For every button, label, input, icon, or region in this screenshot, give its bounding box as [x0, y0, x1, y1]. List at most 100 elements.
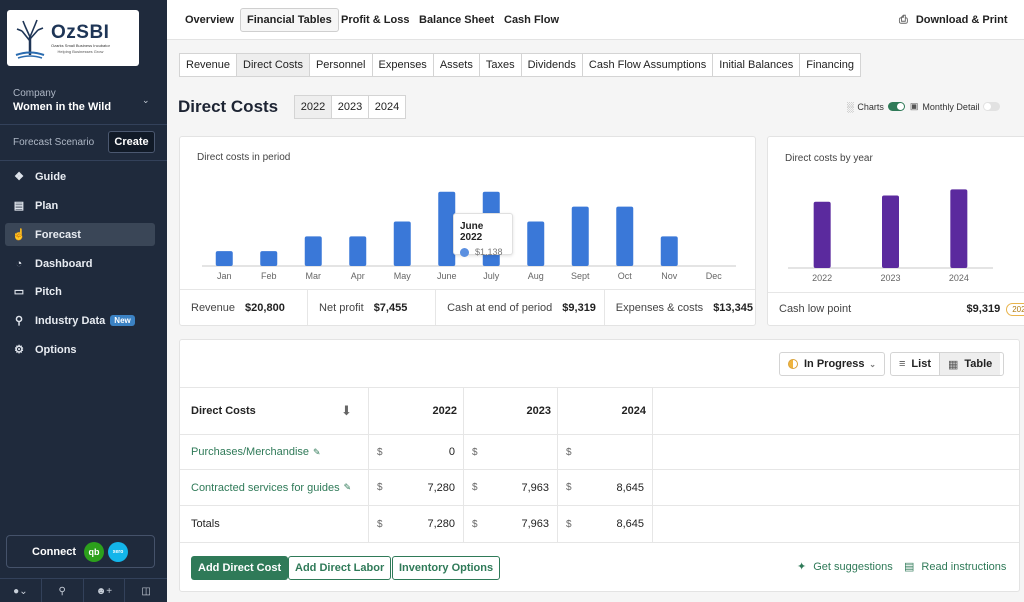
xero-icon[interactable]: xero [108, 542, 128, 562]
bar-2023 [882, 195, 899, 268]
row-label-link[interactable]: Contracted services for guides ✎ [191, 470, 351, 505]
table-view-button[interactable]: ▦ Table [938, 353, 1001, 375]
tab-revenue[interactable]: Revenue [179, 53, 238, 77]
stat-value: $9,319 [562, 301, 596, 314]
tab-initial-balances[interactable]: Initial Balances [712, 53, 801, 77]
tab-expenses[interactable]: Expenses [371, 53, 434, 77]
main-content: Revenue Direct Costs Personnel Expenses … [167, 40, 1024, 602]
year-tab-2022[interactable]: 2022 [294, 95, 332, 119]
top-navigation: Overview Financial Tables Profit & Loss … [167, 0, 1024, 40]
topnav-financial-tables[interactable]: Financial Tables [240, 8, 339, 32]
year-tab-2024[interactable]: 2024 [368, 95, 406, 119]
sidebar-item-plan[interactable]: ▤ Plan [5, 194, 155, 217]
year-chart-title: Direct costs by year [785, 153, 873, 164]
sidebar-item-pitch[interactable]: ▭ Pitch [5, 280, 155, 303]
download-print-button[interactable]: ⎙ Download & Print [899, 8, 1007, 32]
sidebar-item-guide[interactable]: ❖ Guide [5, 165, 155, 188]
person-walking-icon: ❖ [14, 171, 24, 183]
stat-value: $7,455 [373, 301, 408, 314]
topnav-overview[interactable]: Overview [185, 14, 234, 26]
status-dropdown[interactable]: In Progress ⌄ [779, 352, 885, 376]
tab-personnel[interactable]: Personnel [308, 53, 373, 77]
logo-subtitle: Ozarks Small Business Incubator [51, 42, 110, 48]
column-divider [652, 387, 653, 543]
row-label: Contracted services for guides [191, 481, 340, 494]
tab-assets[interactable]: Assets [432, 53, 480, 77]
currency-symbol: $ [377, 446, 383, 458]
bar-oct [616, 206, 634, 266]
view-toggles: ░ Charts ▣ Monthly Detail [847, 101, 1005, 112]
tree-logo-icon [15, 19, 45, 59]
currency-symbol: $ [472, 518, 478, 530]
topnav-balance-sheet[interactable]: Balance Sheet [419, 14, 495, 26]
table-icon: ▦ [947, 358, 959, 371]
read-instructions-link[interactable]: ▤ Read instructions [904, 560, 1006, 574]
magnifier-icon: ⚲ [14, 315, 24, 327]
search-icon[interactable]: ⚲ [42, 579, 84, 602]
bar-june [438, 191, 456, 266]
collapse-sidebar-icon[interactable]: ◫ [141, 585, 151, 597]
quickbooks-icon[interactable]: qb [84, 542, 104, 562]
divider [0, 160, 167, 161]
sidebar-item-industry-data[interactable]: ⚲ Industry Data New [5, 309, 155, 332]
row-label-link[interactable]: Purchases/Merchandise ✎ [191, 435, 321, 469]
company-name[interactable]: Women in the Wild [13, 101, 112, 113]
totals-cell: 8,645 [616, 518, 644, 530]
cash-low-label: Cash low point [779, 303, 852, 315]
tab-taxes[interactable]: Taxes [478, 53, 522, 77]
tab-financing[interactable]: Financing [799, 53, 861, 77]
table-cell[interactable] [579, 435, 644, 469]
user-avatar-icon[interactable]: ●⌄ [0, 579, 42, 602]
cash-low-year-badge: 2022 [1006, 302, 1024, 316]
sidebar: OzSBI Ozarks Small Business Incubator He… [0, 0, 167, 602]
get-suggestions-link[interactable]: ✦ Get suggestions [797, 560, 893, 574]
header-year-2023: 2023 [526, 405, 551, 417]
download-icon[interactable]: ⬇ [341, 403, 352, 418]
tab-direct-costs[interactable]: Direct Costs [236, 53, 310, 77]
stat-net-profit: Net profit $7,455 [308, 290, 437, 325]
tab-dividends[interactable]: Dividends [520, 53, 583, 77]
table-cell[interactable]: 7,280 [427, 481, 455, 494]
monthly-detail-toggle[interactable] [983, 102, 1001, 111]
currency-symbol: $ [566, 482, 572, 493]
sidebar-item-forecast[interactable]: ☝ Forecast [5, 223, 155, 246]
bar-mar [304, 236, 322, 266]
stat-cash-end: Cash at end of period $9,319 [436, 290, 605, 325]
logo-tagline: Helping Businesses Grow [57, 48, 104, 54]
year-tab-2023[interactable]: 2023 [331, 95, 369, 119]
year-chart-card: Direct costs by year 2022 2023 2024 Cash l… [767, 136, 1024, 326]
totals-cell: 7,280 [427, 518, 455, 530]
add-user-icon[interactable]: ☻+ [84, 579, 126, 602]
topnav-profit-loss[interactable]: Profit & Loss [341, 14, 410, 26]
add-direct-labor-button[interactable]: Add Direct Labor [288, 556, 392, 580]
inventory-options-button[interactable]: Inventory Options [392, 556, 501, 580]
tab-cash-flow-assumptions[interactable]: Cash Flow Assumptions [581, 53, 714, 77]
charts-toggle[interactable] [887, 102, 905, 111]
topnav-cash-flow[interactable]: Cash Flow [504, 14, 560, 26]
currency-symbol: $ [566, 518, 572, 530]
create-scenario-button[interactable]: Create [108, 131, 155, 153]
printer-icon: ⎙ [899, 13, 908, 26]
table-cell[interactable] [485, 435, 549, 469]
x-tick-label: June [437, 271, 457, 281]
new-badge: New [110, 315, 135, 326]
sidebar-item-dashboard[interactable]: ◔ Dashboard [5, 252, 155, 275]
charts-label: Charts [857, 101, 884, 112]
connect-integrations-button[interactable]: Connect qb xero [6, 535, 155, 568]
x-tick-label: Feb [261, 271, 277, 281]
table-cell[interactable]: 0 [448, 446, 455, 458]
table-row: Contracted services for guides ✎ $ 7,280… [180, 469, 1019, 505]
add-direct-cost-button[interactable]: Add Direct Cost [191, 556, 289, 580]
ozsbi-logo[interactable]: OzSBI Ozarks Small Business Incubator He… [7, 10, 139, 66]
table-cell[interactable]: 7,963 [521, 481, 549, 494]
x-tick-label: Oct [618, 271, 633, 281]
list-view-button[interactable]: ≡ List [891, 353, 939, 375]
chevron-down-icon[interactable]: ⌄ [142, 95, 150, 105]
x-tick-label: 2024 [949, 273, 969, 283]
stat-revenue: Revenue $20,800 [180, 290, 309, 325]
stat-value: $13,345 [713, 301, 753, 314]
table-cell[interactable]: 8,645 [616, 481, 644, 494]
forecast-scenario-label: Forecast Scenario [13, 137, 95, 148]
sidebar-item-options[interactable]: ⚙ Options [5, 338, 155, 361]
bar-may [393, 221, 411, 266]
